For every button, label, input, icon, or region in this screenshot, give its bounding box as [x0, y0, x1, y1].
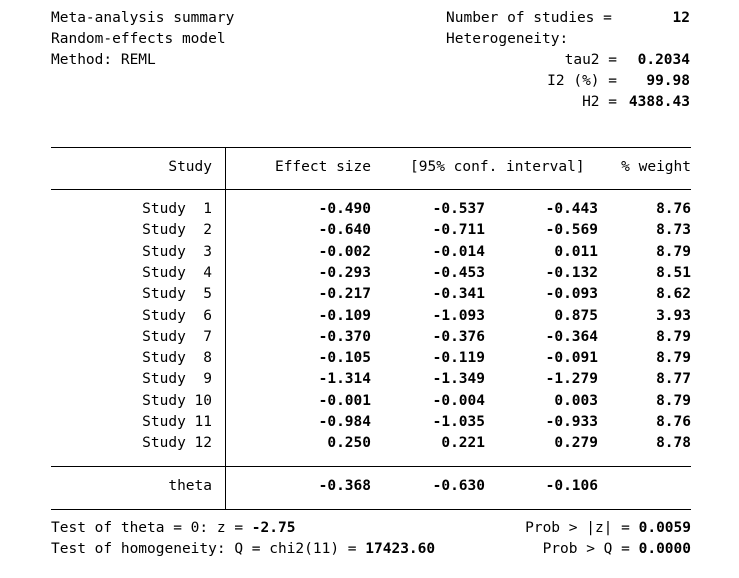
row-weight: 8.51	[656, 264, 691, 281]
i2-value: 99.98	[646, 73, 690, 89]
row-ci-upper: -0.132	[545, 264, 598, 281]
row-ci-upper: 0.279	[554, 435, 598, 452]
table-column-divider	[225, 147, 226, 509]
row-study: Study 2	[142, 222, 212, 239]
heterogeneity-label: Heterogeneity:	[446, 31, 569, 47]
row-ci-upper: -0.093	[545, 286, 598, 303]
row-ci-lower: -0.119	[432, 350, 485, 367]
num-studies-label: Number of studies =	[446, 10, 612, 26]
method-label: Method: REML	[51, 52, 156, 68]
test-theta-z: -2.75	[251, 520, 296, 536]
row-study: Study 6	[142, 307, 212, 324]
row-effect-size: -0.984	[318, 414, 371, 430]
row-effect-size: -0.490	[318, 201, 371, 217]
row-effect-size: -0.105	[318, 350, 371, 367]
table-theta-rule	[51, 466, 691, 467]
row-study: Study 11	[142, 414, 212, 430]
row-ci-lower: -1.093	[432, 307, 485, 324]
row-study: Study 12	[142, 435, 212, 452]
num-studies-value: 12	[672, 10, 690, 26]
row-ci-lower: 0.221	[441, 435, 485, 452]
row-effect-size: -0.217	[318, 286, 371, 303]
theta-effect: -0.368	[318, 478, 371, 494]
table-top-rule	[51, 147, 691, 148]
row-study: Study 5	[142, 286, 212, 303]
row-ci-lower: -0.376	[432, 328, 485, 345]
row-study: Study 8	[142, 350, 212, 367]
row-ci-upper: -0.443	[545, 201, 598, 217]
row-effect-size: 0.250	[327, 435, 371, 452]
row-weight: 8.76	[656, 201, 691, 217]
row-ci-upper: -0.933	[545, 414, 598, 430]
h2-value: 4388.43	[628, 94, 690, 110]
row-ci-lower: -0.014	[432, 243, 485, 260]
row-weight: 8.79	[656, 243, 691, 260]
test-homogeneity-q: 17423.60	[365, 541, 436, 557]
row-ci-upper: -0.364	[545, 328, 598, 345]
tau2-value: 0.2034	[637, 52, 690, 68]
row-ci-upper: 0.003	[554, 392, 598, 409]
row-weight: 8.73	[656, 222, 691, 239]
row-weight: 8.79	[656, 350, 691, 367]
row-effect-size: -1.314	[318, 371, 371, 388]
row-weight: 8.77	[656, 371, 691, 388]
row-effect-size: -0.109	[318, 307, 371, 324]
theta-label: theta	[168, 478, 212, 494]
row-study: Study 10	[142, 392, 212, 409]
row-ci-lower: -0.537	[432, 201, 485, 217]
test-theta-label: Test of theta = 0: z =	[51, 520, 252, 536]
header-weight: % weight	[621, 159, 691, 175]
row-study: Study 9	[142, 371, 212, 388]
row-ci-upper: 0.011	[554, 243, 598, 260]
tau2-label: tau2 =	[564, 52, 617, 68]
row-study: Study 7	[142, 328, 212, 345]
test-homogeneity-prob-line: Prob > Q = 0.0000	[440, 539, 691, 560]
row-ci-upper: -0.091	[545, 350, 598, 367]
header-study: Study	[168, 159, 212, 175]
test-theta-prob: 0.0059	[638, 520, 691, 536]
i2-label: I2 (%) =	[547, 73, 617, 89]
h2-label: H2 =	[582, 94, 617, 110]
row-ci-lower: -1.035	[432, 414, 485, 430]
test-theta-prob-line: Prob > |z| = 0.0059	[440, 518, 691, 539]
row-ci-lower: -0.341	[432, 286, 485, 303]
test-theta-line: Test of theta = 0: z = -2.75	[51, 518, 295, 539]
row-weight: 8.78	[656, 435, 691, 452]
header-effect-size: Effect size	[274, 159, 371, 175]
theta-upper: -0.106	[545, 478, 598, 494]
row-effect-size: -0.293	[318, 264, 371, 281]
row-study: Study 4	[142, 264, 212, 281]
row-study: Study 1	[142, 201, 212, 217]
row-weight: 8.79	[656, 392, 691, 409]
row-ci-upper: -0.569	[545, 222, 598, 239]
row-ci-upper: -1.279	[545, 371, 598, 388]
summary-title: Meta-analysis summary	[51, 10, 235, 26]
row-effect-size: -0.640	[318, 222, 371, 239]
row-weight: 8.62	[656, 286, 691, 303]
row-weight: 8.79	[656, 328, 691, 345]
row-effect-size: -0.002	[318, 243, 371, 260]
header-conf-interval: [95% conf. interval]	[410, 159, 585, 175]
test-homogeneity-prob-label: Prob > Q =	[542, 541, 639, 557]
row-effect-size: -0.370	[318, 328, 371, 345]
table-header-rule	[51, 189, 691, 190]
row-study: Study 3	[142, 243, 212, 260]
model-label: Random-effects model	[51, 31, 226, 47]
test-theta-prob-label: Prob > |z| =	[525, 520, 639, 536]
test-homogeneity-label: Test of homogeneity: Q = chi2(11) =	[51, 541, 366, 557]
table-bottom-rule	[51, 509, 691, 510]
test-homogeneity-line: Test of homogeneity: Q = chi2(11) = 1742…	[51, 539, 435, 560]
row-ci-lower: -1.349	[432, 371, 485, 388]
test-homogeneity-prob: 0.0000	[638, 541, 691, 557]
row-ci-lower: -0.004	[432, 392, 485, 409]
row-weight: 8.76	[656, 414, 691, 430]
row-effect-size: -0.001	[318, 392, 371, 409]
theta-lower: -0.630	[432, 478, 485, 494]
row-weight: 3.93	[656, 307, 691, 324]
row-ci-upper: 0.875	[554, 307, 598, 324]
row-ci-lower: -0.711	[432, 222, 485, 239]
row-ci-lower: -0.453	[432, 264, 485, 281]
